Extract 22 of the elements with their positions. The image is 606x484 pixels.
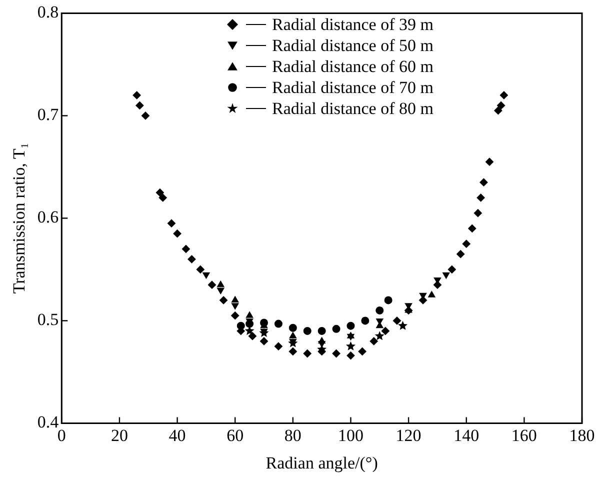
legend-label: Radial distance of 80 m (272, 98, 434, 119)
legend-label: Radial distance of 39 m (272, 14, 434, 35)
x-tick-label: 40 (168, 426, 186, 445)
legend-label: Radial distance of 60 m (272, 56, 434, 77)
y-tick-label: 0.4 (37, 412, 60, 432)
x-tick-label: 0 (57, 426, 66, 445)
x-tick-label: 80 (284, 426, 302, 445)
x-tick-label: 140 (454, 426, 480, 445)
x-tick-label: 120 (396, 426, 422, 445)
y-axis-title: Transmission ratio, T₁ (10, 142, 29, 294)
y-tick-label: 0.8 (37, 2, 59, 22)
x-tick-label: 180 (569, 426, 595, 445)
legend-label: Radial distance of 50 m (272, 35, 434, 56)
y-tick-label: 0.6 (37, 208, 59, 227)
x-tick-label: 20 (110, 426, 128, 445)
legend-label: Radial distance of 70 m (272, 77, 434, 98)
y-tick-label: 0.7 (37, 105, 60, 124)
x-tick-label: 100 (338, 426, 364, 445)
x-tick-label: 160 (511, 426, 537, 445)
y-tick-label: 0.5 (37, 310, 59, 330)
x-axis-title: Radian angle/(°) (266, 453, 378, 472)
x-tick-label: 60 (226, 426, 244, 445)
